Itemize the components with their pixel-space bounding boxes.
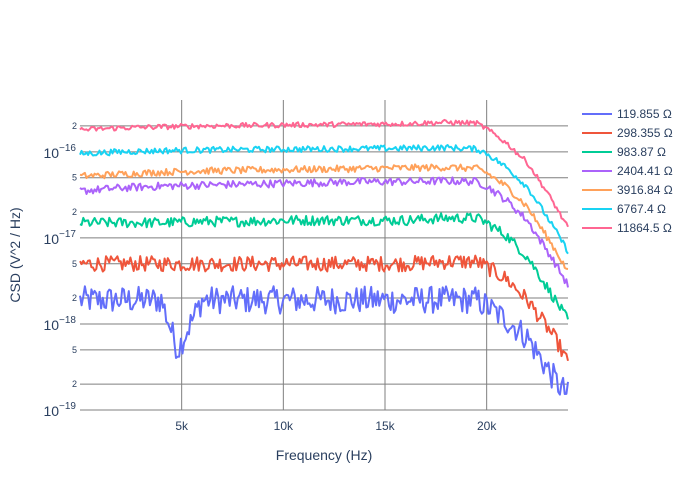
series-lines	[79, 118, 569, 396]
legend-label: 298.355 Ω	[617, 126, 673, 140]
legend-label: 119.855 Ω	[617, 107, 672, 121]
x-tick-label: 5k	[175, 419, 189, 433]
y-minor-tick-label: 5	[72, 345, 77, 355]
y-tick-base: 10	[43, 403, 59, 419]
y-tick-label: 10−17	[43, 229, 76, 247]
legend-item[interactable]: 298.355 Ω	[582, 126, 673, 140]
y-minor-tick-label: 2	[72, 121, 77, 131]
series-line	[79, 163, 569, 270]
legend-item[interactable]: 983.87 Ω	[582, 145, 666, 159]
y-axis-title: CSD (V^2 / Hz)	[7, 207, 23, 302]
x-tick-label: 10k	[274, 419, 294, 433]
legend-label: 3916.84 Ω	[617, 183, 673, 197]
y-minor-tick-label: 2	[72, 207, 77, 217]
x-axis-title: Frequency (Hz)	[276, 447, 372, 463]
series-line	[79, 176, 569, 288]
y-minor-tick-label: 2	[72, 293, 77, 303]
legend-item[interactable]: 6767.4 Ω	[582, 202, 666, 216]
legend-label: 983.87 Ω	[617, 145, 666, 159]
y-tick-label: 10−16	[43, 143, 76, 161]
legend-item[interactable]: 3916.84 Ω	[582, 183, 673, 197]
y-tick-label: 10−18	[43, 315, 76, 333]
series-line	[79, 144, 569, 255]
y-tick-exponent: −18	[59, 315, 76, 326]
y-minor-tick-label: 2	[72, 379, 77, 389]
y-tick-base: 10	[43, 145, 59, 161]
y-tick-base: 10	[43, 317, 59, 333]
legend-label: 2404.41 Ω	[617, 164, 673, 178]
y-tick-base: 10	[43, 231, 59, 247]
y-minor-tick-label: 5	[72, 259, 77, 269]
legend-label: 11864.5 Ω	[617, 221, 672, 235]
y-tick-exponent: −19	[59, 401, 76, 412]
y-minor-tick-label: 5	[72, 173, 77, 183]
series-line	[79, 118, 569, 228]
legend-label: 6767.4 Ω	[617, 202, 666, 216]
series-line	[79, 212, 569, 320]
x-tick-label: 15k	[375, 419, 395, 433]
series-line	[79, 285, 569, 396]
legend-item[interactable]: 2404.41 Ω	[582, 164, 673, 178]
series-line	[79, 254, 569, 362]
y-tick-exponent: −16	[59, 143, 76, 154]
legend-item[interactable]: 119.855 Ω	[582, 107, 672, 121]
x-tick-label: 20k	[477, 419, 497, 433]
x-axis-ticks: 5k 10k 15k 20k	[175, 419, 497, 433]
legend[interactable]: 119.855 Ω 298.355 Ω 983.87 Ω 2404.41 Ω 3916.…	[582, 107, 673, 235]
y-tick-exponent: −17	[59, 229, 76, 240]
y-tick-label: 10−19	[43, 401, 76, 419]
legend-item[interactable]: 11864.5 Ω	[582, 221, 672, 235]
